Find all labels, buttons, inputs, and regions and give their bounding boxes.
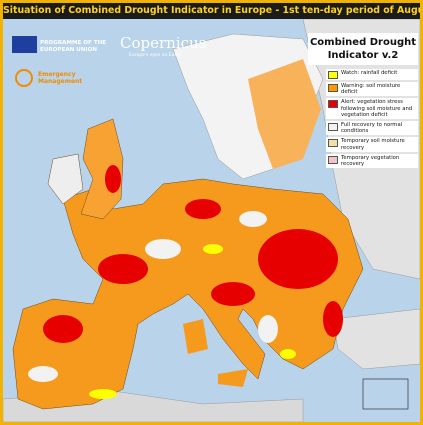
alert-area bbox=[185, 199, 221, 219]
legend-label: Alert: vegetation stress following soil … bbox=[341, 99, 413, 118]
legend-label: Watch: rainfall deficit bbox=[341, 70, 398, 76]
legend-swatch bbox=[328, 100, 338, 109]
recovery-area bbox=[145, 239, 181, 259]
alert-area bbox=[98, 254, 148, 284]
copernicus-logo: Copernicus bbox=[120, 34, 207, 52]
recovery-area bbox=[28, 366, 58, 382]
watch-area bbox=[89, 389, 117, 399]
land-finland bbox=[248, 59, 321, 169]
legend-swatch bbox=[328, 139, 338, 148]
inset-box bbox=[362, 378, 409, 410]
watch-areas bbox=[89, 244, 296, 399]
em-line: Emergency bbox=[38, 71, 76, 78]
recovery-areas bbox=[28, 211, 278, 382]
land-sicily bbox=[218, 369, 248, 387]
alert-area bbox=[211, 282, 255, 306]
land-sardinia bbox=[183, 319, 208, 354]
emergency-icon bbox=[15, 69, 33, 87]
legend-label: Warning: soil moisture deficit bbox=[341, 83, 401, 96]
land-turkey bbox=[332, 308, 420, 370]
legend-title: Combined Drought Indicator v.2 bbox=[308, 33, 418, 65]
recovery-area bbox=[239, 211, 267, 227]
land-uk bbox=[80, 118, 124, 220]
watch-area bbox=[203, 244, 223, 254]
alert-area bbox=[105, 165, 121, 193]
legend-item: Full recovery to normal conditions bbox=[326, 121, 418, 136]
legend-label: Full recovery to normal conditions bbox=[341, 122, 403, 135]
title: Situation of Combined Drought Indicator … bbox=[3, 5, 423, 16]
legend-swatch bbox=[328, 84, 338, 92]
alert-area bbox=[258, 229, 338, 289]
alert-areas bbox=[43, 165, 343, 343]
legend-swatch bbox=[328, 71, 338, 79]
legend-item: Warning: soil moisture deficit bbox=[326, 82, 418, 97]
legend-swatch bbox=[328, 155, 338, 164]
eu-line: PROGRAMME OF THE bbox=[40, 40, 107, 46]
recovery-area bbox=[258, 315, 278, 343]
alert-area bbox=[43, 315, 83, 343]
legend-swatch bbox=[328, 123, 338, 132]
alert-area bbox=[323, 301, 343, 337]
eu-flag bbox=[12, 36, 37, 53]
em-line: Management bbox=[38, 77, 83, 85]
emergency-logo-text: Emergency Management bbox=[38, 71, 83, 85]
legend-item: Temporary soil moisture recovery bbox=[326, 137, 418, 152]
land-ireland bbox=[47, 153, 84, 205]
legend-item: Temporary vegetation recovery bbox=[326, 153, 418, 169]
legend: Watch: rainfall deficit Warning: soil moi… bbox=[326, 69, 418, 170]
legend-item: Watch: rainfall deficit bbox=[326, 69, 418, 80]
watch-area bbox=[280, 349, 296, 359]
eu-line: EUROPEAN UNION bbox=[40, 46, 98, 53]
legend-item: Alert: vegetation stress following soil … bbox=[326, 98, 418, 120]
eu-logo-text: PROGRAMME OF THE EUROPEAN UNION bbox=[40, 40, 106, 53]
legend-label: Temporary vegetation recovery bbox=[341, 154, 400, 168]
copernicus-tagline: Europe's eyes on Earth bbox=[129, 53, 181, 58]
legend-label: Temporary soil moisture recovery bbox=[341, 138, 405, 151]
